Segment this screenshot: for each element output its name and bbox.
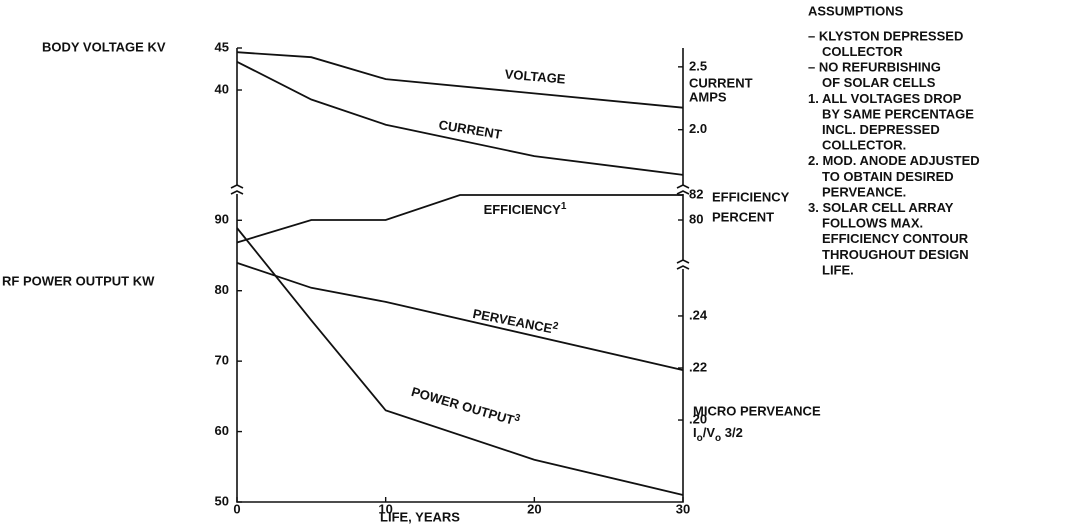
assumption-line: OF SOLAR CELLS: [822, 75, 936, 90]
series-line: [236, 262, 684, 371]
formula-part: o: [697, 433, 703, 444]
series-line: [236, 51, 684, 109]
series-name: EFFICIENCY: [484, 202, 562, 217]
series-line: [236, 227, 684, 496]
assumption-line: BY SAME PERCENTAGE: [822, 106, 974, 121]
x-tick-label: 30: [676, 501, 690, 516]
assumptions-title: ASSUMPTIONS: [808, 3, 904, 18]
series-label: VOLTAGE: [504, 67, 566, 87]
tick-label: 82: [689, 186, 703, 201]
series-line: [236, 194, 683, 244]
series-name: POWER OUTPUT: [410, 384, 516, 428]
tick-label: 90: [215, 212, 229, 227]
x-tick-label: 20: [527, 501, 541, 516]
formula: Io/Vo 3/2: [693, 425, 743, 443]
tick-label: 60: [215, 423, 229, 438]
axis-break: [230, 184, 690, 270]
x-axis-label: LIFE, YEARS: [380, 509, 460, 524]
tick-label: .24: [689, 307, 708, 322]
series-name: VOLTAGE: [504, 67, 566, 87]
tick-label: 40: [215, 81, 229, 96]
assumption-line: FOLLOWS MAX.: [822, 216, 923, 231]
series-line: [236, 60, 684, 176]
assumption-line: PERVEANCE.: [822, 184, 906, 199]
series-name: PERVEANCE: [471, 306, 553, 336]
assumption-line: LIFE.: [822, 262, 854, 277]
assumption-line: EFFICIENCY CONTOUR: [822, 231, 969, 246]
tick-label: 2.5: [689, 58, 707, 73]
formula-part: 3/2: [721, 425, 743, 440]
series-label: EFFICIENCY1: [484, 201, 567, 218]
assumption-line: THROUGHOUT DESIGN: [822, 247, 969, 262]
x-tick-label: 0: [233, 501, 240, 516]
tick-label: 45: [215, 39, 229, 54]
axes: [236, 48, 684, 503]
assumption-line: – KLYSTON DEPRESSED: [808, 28, 963, 43]
x-tick-label: 10: [378, 501, 392, 516]
y2-axis-label: PERCENT: [712, 209, 774, 224]
assumption-line: INCL. DEPRESSED: [822, 122, 940, 137]
series-label: POWER OUTPUT3: [410, 383, 522, 430]
series-label: PERVEANCE2: [471, 305, 559, 338]
assumption-line: COLLECTOR.: [822, 138, 906, 153]
y-axis-label: RF POWER OUTPUT KW: [2, 273, 155, 288]
assumption-line: COLLECTOR: [822, 44, 903, 59]
tick-label: 80: [215, 282, 229, 297]
y2-axis-label: EFFICIENCY: [712, 189, 790, 204]
formula-part: /V: [703, 425, 716, 440]
assumption-line: 2. MOD. ANODE ADJUSTED: [808, 153, 980, 168]
footnote: 3: [513, 412, 522, 424]
tick-label: 50: [215, 493, 229, 508]
assumption-line: – NO REFURBISHING: [808, 60, 941, 75]
tick-label: .20: [689, 411, 707, 426]
tick-label: 70: [215, 353, 229, 368]
tick-label: .22: [689, 359, 707, 374]
y3-axis-label: MICRO PERVEANCE: [693, 403, 821, 418]
y2-axis-label: AMPS: [689, 89, 727, 104]
formula-part: o: [715, 433, 721, 444]
tick-label: 80: [689, 211, 703, 226]
y2-axis-label: CURRENT: [689, 75, 753, 90]
footnote: 1: [561, 201, 567, 212]
assumption-line: 3. SOLAR CELL ARRAY: [808, 200, 954, 215]
y-axis-label: BODY VOLTAGE KV: [42, 39, 166, 54]
assumption-line: TO OBTAIN DESIRED: [822, 169, 954, 184]
formula-part: I: [693, 425, 697, 440]
tick-label: 2.0: [689, 121, 707, 136]
footnote: 2: [552, 320, 560, 332]
assumption-line: 1. ALL VOLTAGES DROP: [808, 91, 962, 106]
